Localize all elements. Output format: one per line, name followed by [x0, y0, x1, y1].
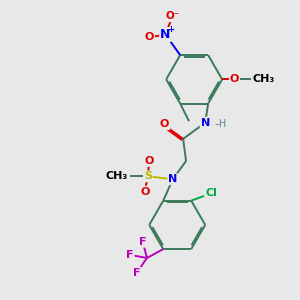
Text: N: N: [201, 118, 210, 128]
Text: O: O: [160, 119, 169, 129]
Text: +: +: [167, 25, 174, 34]
Text: F: F: [133, 268, 140, 278]
Text: CH₃: CH₃: [252, 74, 274, 84]
Text: F: F: [139, 237, 146, 247]
Text: O: O: [145, 32, 154, 42]
Text: O: O: [230, 74, 239, 84]
Text: O: O: [145, 156, 154, 166]
Text: O⁻: O⁻: [166, 11, 180, 21]
Text: N: N: [160, 28, 171, 41]
Text: –H: –H: [214, 119, 226, 129]
Text: S: S: [144, 171, 152, 181]
Text: O: O: [140, 187, 149, 196]
Text: F: F: [126, 250, 134, 260]
Text: N: N: [168, 174, 177, 184]
Text: CH₃: CH₃: [106, 171, 128, 181]
Text: Cl: Cl: [205, 188, 217, 198]
